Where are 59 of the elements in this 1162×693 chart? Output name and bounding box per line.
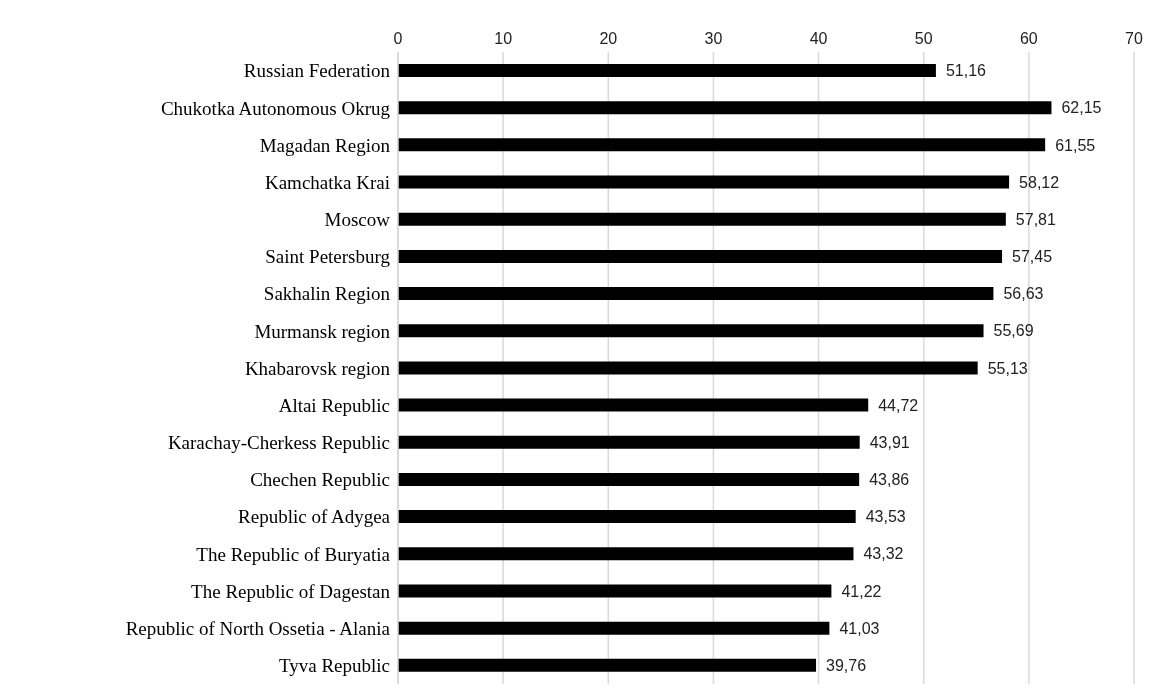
x-tick-label: 40: [809, 30, 828, 47]
data-label: 57,45: [1012, 248, 1053, 266]
data-label: 56,63: [1003, 285, 1044, 303]
x-tick-label: 70: [1125, 30, 1143, 47]
data-label: 58,12: [1019, 173, 1060, 191]
data-label: 51,16: [945, 62, 987, 80]
bar: [398, 287, 994, 301]
data-label: 62,15: [1061, 99, 1102, 117]
data-label: 55,13: [987, 359, 1028, 377]
y-tick-label: Sakhalin Region: [263, 283, 391, 305]
x-tick-label: 10: [494, 30, 513, 47]
y-tick-label: Republic of North Ossetia - Alania: [125, 617, 391, 639]
bar: [398, 64, 936, 77]
data-label: 43,91: [869, 433, 910, 451]
y-tick-label: Magadan Region: [259, 134, 391, 156]
bar: [398, 324, 984, 338]
bar: [398, 361, 978, 375]
bar: [398, 249, 1003, 263]
data-label: 43,86: [869, 471, 910, 489]
x-tick-label: 20: [599, 30, 618, 47]
bar: [398, 398, 869, 412]
bar: [398, 435, 860, 449]
bar: [398, 212, 1006, 226]
x-tick-label: 30: [704, 30, 723, 47]
y-tick-label: Chukotka Autonomous Okrug: [160, 97, 391, 119]
y-tick-label: Murmansk region: [254, 320, 391, 342]
bar: [398, 658, 817, 672]
data-label: 57,81: [1015, 210, 1056, 228]
y-tick-label: Kamchatka Krai: [264, 171, 390, 193]
x-tick-label: 60: [1019, 30, 1038, 47]
data-label: 41,03: [839, 619, 880, 637]
bar: [398, 621, 830, 635]
y-tick-label: Khabarovsk region: [244, 357, 391, 379]
bar: [398, 510, 856, 524]
bar: [398, 138, 1046, 152]
y-tick-label: The Republic of Buryatia: [196, 543, 391, 565]
y-tick-label: Karachay-Cherkess Republic: [167, 432, 390, 454]
data-label: 44,72: [878, 396, 919, 414]
y-tick-label: Chechen Republic: [250, 469, 390, 491]
y-tick-label: Russian Federation: [243, 60, 391, 82]
bar: [398, 584, 832, 598]
y-tick-label: Tyva Republic: [278, 655, 390, 677]
x-tick-label: 50: [914, 30, 933, 47]
x-tick-label: 0: [393, 30, 403, 47]
data-label: 43,32: [863, 545, 904, 563]
data-label: 55,69: [993, 322, 1034, 340]
bar: [398, 547, 854, 561]
data-label: 43,53: [865, 508, 906, 526]
y-tick-label: Saint Petersburg: [265, 246, 391, 268]
bar: [398, 472, 860, 486]
bar: [398, 175, 1010, 189]
y-tick-label: Republic of Adygea: [238, 506, 391, 528]
data-label: 39,76: [826, 657, 867, 674]
y-tick-label: Moscow: [324, 209, 391, 231]
bar: [398, 101, 1052, 115]
data-label: 61,55: [1055, 136, 1096, 154]
data-label: 41,22: [841, 582, 882, 600]
y-tick-label: The Republic of Dagestan: [191, 580, 391, 602]
y-tick-label: Altai Republic: [278, 394, 390, 416]
